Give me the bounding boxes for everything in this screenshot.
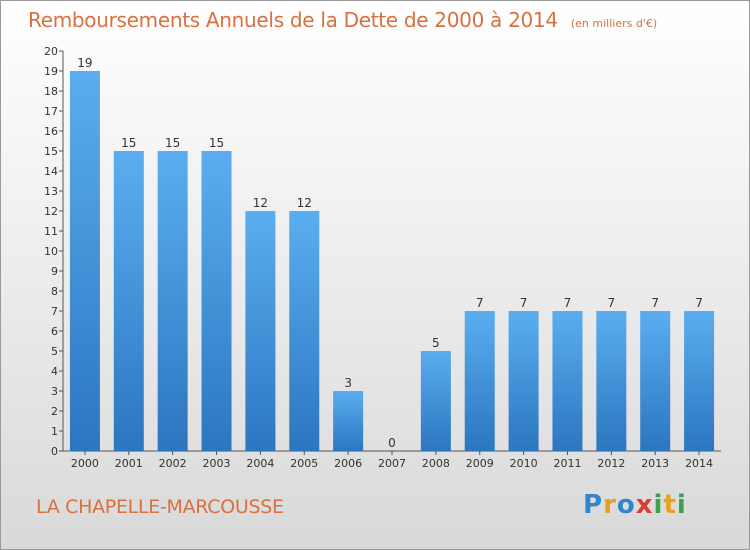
bar-2010 bbox=[508, 311, 539, 451]
bar-2001 bbox=[113, 151, 144, 451]
bar-2014 bbox=[684, 311, 715, 451]
data-label-2007: 0 bbox=[388, 436, 396, 450]
bar-2004 bbox=[245, 211, 276, 451]
title-row: Remboursements Annuels de la Dette de 20… bbox=[28, 8, 657, 32]
y-tick-label: 2 bbox=[51, 405, 58, 418]
chart-title: Remboursements Annuels de la Dette de 20… bbox=[28, 8, 558, 32]
x-tick-label-2006: 2006 bbox=[334, 457, 362, 470]
x-tick-label-2014: 2014 bbox=[685, 457, 713, 470]
x-tick-label-2009: 2009 bbox=[466, 457, 494, 470]
chart-unit: (en milliers d'€) bbox=[570, 17, 658, 30]
y-tick-label: 1 bbox=[51, 425, 58, 438]
y-tick-label: 3 bbox=[51, 385, 58, 398]
data-label-2001: 15 bbox=[121, 136, 136, 150]
y-tick-label: 0 bbox=[51, 445, 58, 458]
data-label-2002: 15 bbox=[165, 136, 180, 150]
bar-2002 bbox=[157, 151, 188, 451]
y-tick-label: 6 bbox=[51, 325, 58, 338]
bar-2006 bbox=[333, 391, 364, 451]
bar-2008 bbox=[420, 351, 451, 451]
x-tick-label-2011: 2011 bbox=[553, 457, 581, 470]
logo-letter: P bbox=[583, 490, 604, 520]
x-tick-label-2005: 2005 bbox=[290, 457, 318, 470]
x-tick-label-2010: 2010 bbox=[510, 457, 538, 470]
y-tick-label: 20 bbox=[44, 45, 58, 58]
x-tick-label-2012: 2012 bbox=[597, 457, 625, 470]
bar-2013 bbox=[640, 311, 671, 451]
x-tick-label-2001: 2001 bbox=[115, 457, 143, 470]
y-tick-label: 18 bbox=[44, 85, 58, 98]
x-tick-label-2000: 2000 bbox=[71, 457, 99, 470]
logo-letter: r bbox=[603, 490, 617, 520]
x-tick-label-2007: 2007 bbox=[378, 457, 406, 470]
y-tick-label: 11 bbox=[44, 225, 58, 238]
bar-2011 bbox=[552, 311, 583, 451]
x-tick-label-2003: 2003 bbox=[203, 457, 231, 470]
data-label-2009: 7 bbox=[476, 296, 484, 310]
data-label-2006: 3 bbox=[344, 376, 352, 390]
data-label-2003: 15 bbox=[209, 136, 224, 150]
data-label-2014: 7 bbox=[695, 296, 703, 310]
logo-letter: i bbox=[653, 490, 664, 520]
bar-2009 bbox=[464, 311, 495, 451]
bar-2005 bbox=[289, 211, 320, 451]
y-tick-label: 10 bbox=[44, 245, 58, 258]
y-tick-label: 4 bbox=[51, 365, 58, 378]
x-tick-label-2013: 2013 bbox=[641, 457, 669, 470]
y-tick-label: 13 bbox=[44, 185, 58, 198]
x-tick-label-2008: 2008 bbox=[422, 457, 450, 470]
y-tick-label: 19 bbox=[44, 65, 58, 78]
logo-letter: t bbox=[663, 490, 677, 520]
y-tick-label: 9 bbox=[51, 265, 58, 278]
data-label-2000: 19 bbox=[77, 56, 92, 70]
data-label-2004: 12 bbox=[253, 196, 268, 210]
data-label-2008: 5 bbox=[432, 336, 440, 350]
proxiti-logo: Proxiti bbox=[583, 490, 687, 520]
data-label-2011: 7 bbox=[564, 296, 572, 310]
logo-letter: i bbox=[676, 490, 687, 520]
bar-2000 bbox=[69, 71, 100, 451]
y-tick-label: 12 bbox=[44, 205, 58, 218]
y-tick-label: 16 bbox=[44, 125, 58, 138]
bar-2012 bbox=[596, 311, 627, 451]
data-label-2013: 7 bbox=[651, 296, 659, 310]
y-tick-label: 15 bbox=[44, 145, 58, 158]
y-tick-label: 5 bbox=[51, 345, 58, 358]
y-tick-label: 14 bbox=[44, 165, 58, 178]
y-tick-label: 7 bbox=[51, 305, 58, 318]
y-tick-label: 17 bbox=[44, 105, 58, 118]
commune-name: LA CHAPELLE-MARCOUSSE bbox=[36, 496, 284, 518]
x-tick-label-2004: 2004 bbox=[246, 457, 274, 470]
logo-letter: x bbox=[635, 490, 654, 520]
data-label-2010: 7 bbox=[520, 296, 528, 310]
x-tick-label-2002: 2002 bbox=[159, 457, 187, 470]
y-tick-label: 8 bbox=[51, 285, 58, 298]
bars: 19 15 15 15 12 12 3 0 5 7 7 7 7 7 7 bbox=[69, 56, 715, 451]
data-label-2012: 7 bbox=[608, 296, 616, 310]
bar-2003 bbox=[201, 151, 232, 451]
data-label-2005: 12 bbox=[297, 196, 312, 210]
logo-letter: o bbox=[616, 490, 636, 520]
